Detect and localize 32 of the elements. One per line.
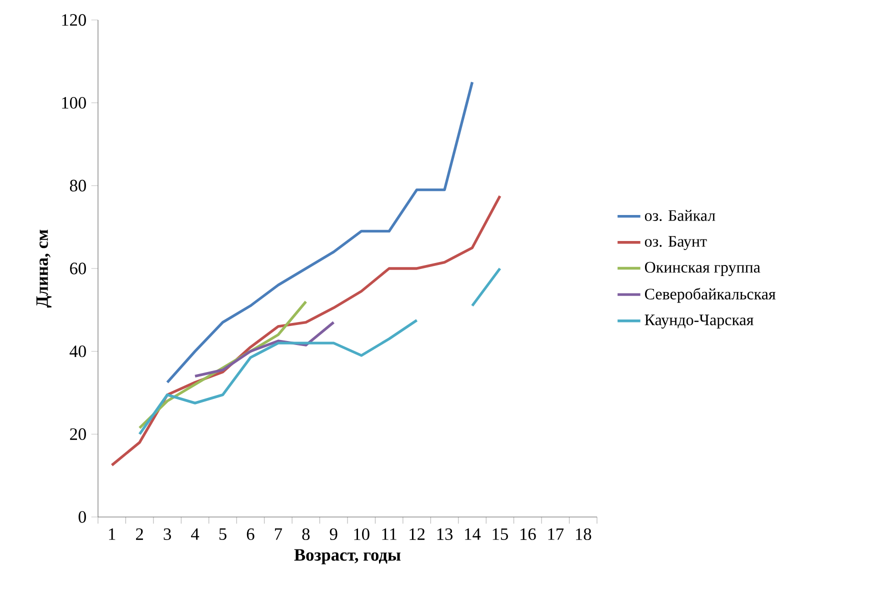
x-tick-label: 14 xyxy=(465,528,481,540)
x-tick-label: 3 xyxy=(164,528,171,540)
x-tick-label: 18 xyxy=(576,528,592,540)
y-tick-label: 100 xyxy=(62,96,86,109)
x-tick-label: 8 xyxy=(302,528,310,540)
legend-label: Северобайкальская xyxy=(644,288,776,303)
x-tick-label: 17 xyxy=(548,528,564,540)
x-tick-label: 4 xyxy=(191,528,200,540)
x-tick-label: 9 xyxy=(330,528,338,540)
x-tick-label: 11 xyxy=(382,528,396,540)
x-tick-label: 12 xyxy=(410,528,425,540)
x-tick-label: 10 xyxy=(354,528,370,540)
x-tick-label: 6 xyxy=(246,528,254,540)
y-tick-label: 0 xyxy=(78,511,86,523)
x-tick-label: 13 xyxy=(437,528,453,540)
x-tick-label: 7 xyxy=(275,528,282,540)
x-tick-label: 5 xyxy=(219,528,226,540)
legend-label: оз. Баунт xyxy=(644,236,707,250)
y-tick-label: 20 xyxy=(70,428,86,440)
x-tick-label: 1 xyxy=(109,528,116,540)
legend-label: Окинская группа xyxy=(644,262,760,276)
x-axis-title: Возраст, годы xyxy=(294,549,401,564)
x-tick-label: 15 xyxy=(492,528,508,540)
y-axis-title: Длина, см xyxy=(36,230,52,308)
y-tick-label: 60 xyxy=(70,262,86,274)
y-tick-label: 40 xyxy=(70,345,86,358)
x-tick-label: 16 xyxy=(520,528,536,540)
y-tick-label: 120 xyxy=(62,14,86,26)
y-tick-label: 80 xyxy=(70,180,86,192)
x-tick-label: 2 xyxy=(136,528,143,540)
legend-label: оз. Байкал xyxy=(644,210,716,222)
legend-label: Каундо-Чарская xyxy=(644,314,754,329)
